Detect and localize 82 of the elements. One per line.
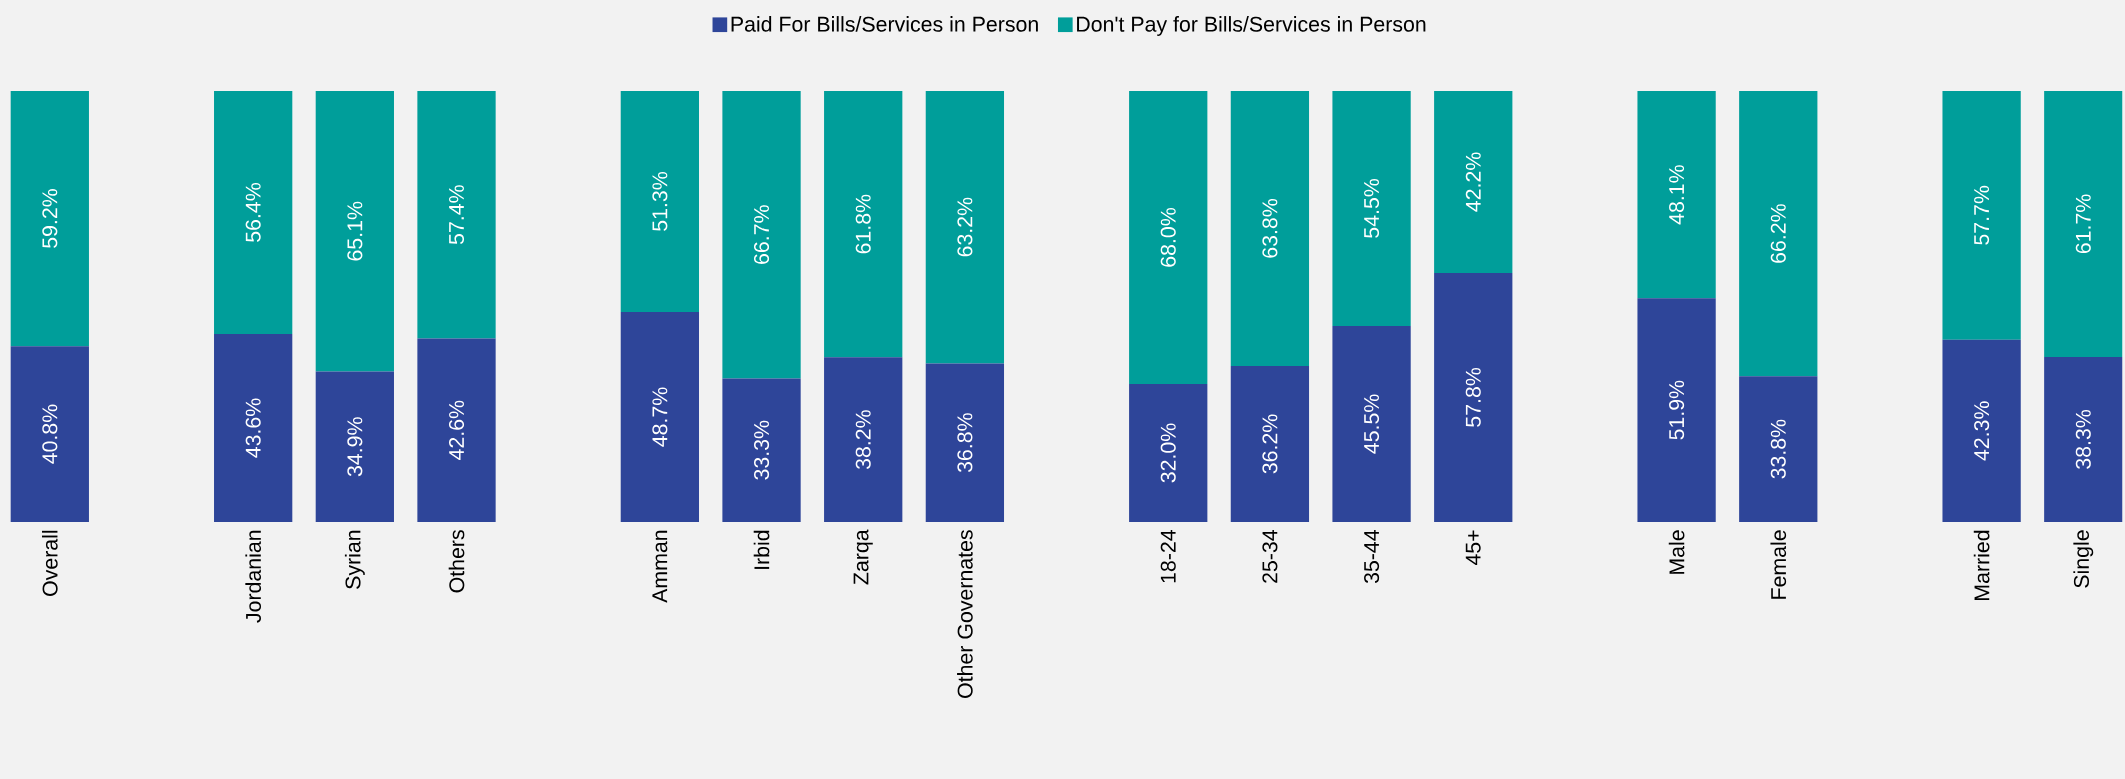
bar bbox=[1739, 376, 1818, 522]
data-label: 63.2% bbox=[957, 197, 973, 257]
bar bbox=[214, 91, 293, 335]
bar bbox=[1230, 91, 1310, 366]
bar bbox=[1637, 298, 1716, 522]
data-label: 61.7% bbox=[2075, 194, 2091, 254]
data-label: 57.7% bbox=[1974, 185, 1990, 245]
x-tick-label: Zarqa bbox=[853, 529, 873, 585]
bar bbox=[925, 363, 1005, 522]
data-label: 45.5% bbox=[1364, 394, 1380, 454]
data-label: 57.4% bbox=[449, 185, 465, 245]
data-label: 59.2% bbox=[42, 189, 58, 248]
bar bbox=[722, 91, 801, 379]
x-tick-label: Male bbox=[1668, 530, 1685, 574]
bar bbox=[315, 371, 394, 522]
x-tick-label: Single bbox=[2073, 530, 2094, 588]
data-label: 34.9% bbox=[347, 417, 363, 477]
bar bbox=[1129, 91, 1208, 385]
x-tick-label: Syrian bbox=[344, 530, 365, 589]
data-label: 57.8% bbox=[1465, 367, 1481, 427]
data-label: 48.1% bbox=[1669, 165, 1685, 225]
bar bbox=[1739, 91, 1818, 377]
data-label: 54.5% bbox=[1364, 178, 1380, 238]
bar bbox=[315, 91, 394, 372]
bar bbox=[1332, 91, 1411, 326]
data-label: 48.7% bbox=[652, 387, 668, 447]
data-label: 33.8% bbox=[1770, 419, 1786, 479]
bar bbox=[1942, 91, 2021, 340]
data-label: 42.6% bbox=[448, 400, 465, 460]
x-tick-label: 45+ bbox=[1465, 530, 1481, 566]
data-label: 43.6% bbox=[245, 398, 261, 458]
data-label: 42.3% bbox=[1974, 401, 1990, 461]
bar bbox=[417, 338, 496, 522]
x-tick-label: 35-44 bbox=[1364, 530, 1380, 584]
data-label: 66.2% bbox=[1770, 204, 1786, 263]
data-label: 65.1% bbox=[347, 201, 363, 261]
data-label: 38.3% bbox=[2075, 409, 2091, 469]
data-label: 33.3% bbox=[753, 420, 770, 480]
x-tick-label: Other Governates bbox=[957, 530, 973, 698]
bar bbox=[1332, 325, 1411, 522]
bar bbox=[1129, 384, 1208, 522]
bar bbox=[1434, 91, 1513, 273]
x-tick-label: Female bbox=[1770, 530, 1787, 599]
legend-label: Paid For Bills/Services in Person bbox=[731, 16, 1038, 32]
x-tick-label: 18-24 bbox=[1160, 530, 1176, 583]
bar bbox=[214, 334, 293, 522]
x-tick-label: Amman bbox=[652, 530, 668, 603]
bar bbox=[824, 357, 903, 522]
data-label: 42.2% bbox=[1465, 152, 1481, 212]
x-tick-label: Overall bbox=[41, 530, 58, 596]
x-tick-label: Married bbox=[1973, 530, 1990, 600]
bar bbox=[1230, 365, 1310, 522]
bar bbox=[10, 91, 89, 347]
data-label: 51.3% bbox=[652, 172, 668, 231]
bar bbox=[620, 312, 700, 522]
bar bbox=[1434, 272, 1513, 522]
x-tick-label: Irbid bbox=[753, 530, 770, 569]
data-label: 38.2% bbox=[855, 410, 871, 470]
data-label: 63.8% bbox=[1262, 199, 1278, 258]
legend-label: Don't Pay for Bills/Services in Person bbox=[1077, 16, 1426, 36]
bar bbox=[722, 378, 801, 522]
data-label: 51.9% bbox=[1669, 380, 1685, 440]
data-label: 68.0% bbox=[1160, 208, 1176, 267]
data-label: 32.0% bbox=[1160, 423, 1176, 483]
x-tick-label: 25-34 bbox=[1262, 530, 1278, 583]
bar bbox=[2044, 356, 2123, 522]
bar bbox=[10, 346, 89, 522]
data-label: 36.2% bbox=[1262, 414, 1278, 474]
bar bbox=[1637, 91, 1716, 299]
data-label: 56.4% bbox=[245, 183, 261, 242]
bar bbox=[417, 91, 496, 339]
data-label: 61.8% bbox=[855, 194, 871, 254]
bar bbox=[2044, 91, 2123, 357]
bar bbox=[620, 91, 700, 313]
bar bbox=[1942, 339, 2021, 522]
bar bbox=[925, 91, 1005, 364]
data-label: 36.8% bbox=[957, 413, 973, 473]
data-label: 66.7% bbox=[753, 205, 770, 264]
x-tick-label: Others bbox=[448, 530, 465, 593]
data-label: 40.8% bbox=[42, 404, 58, 464]
x-tick-label: Jordanian bbox=[245, 530, 261, 623]
bar bbox=[824, 91, 903, 358]
